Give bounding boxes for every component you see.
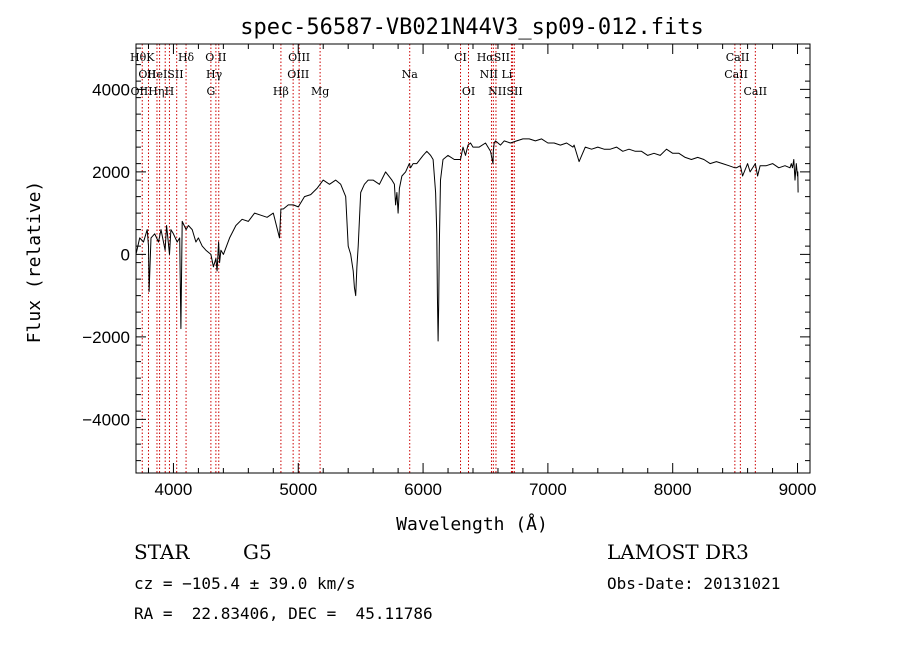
- y-tick-label: 0: [121, 245, 130, 264]
- line-label: NII Li: [480, 68, 513, 81]
- line-label: O II: [205, 51, 226, 64]
- x-tick-label: 5000: [279, 480, 317, 499]
- line-label: Hβ: [273, 85, 289, 98]
- line-label: HeISII: [147, 68, 184, 81]
- line-label: Hγ: [206, 68, 223, 81]
- x-tick-label: 4000: [155, 480, 193, 499]
- line-label: OIII: [288, 51, 310, 64]
- line-label: HαSII: [477, 51, 510, 64]
- x-tick-label: 8000: [654, 480, 692, 499]
- x-tick-label: 7000: [529, 480, 567, 499]
- redshift-velocity: cz = −105.4 ± 39.0 km/s: [134, 574, 356, 593]
- line-label: CaII: [743, 85, 767, 98]
- y-tick-label: 2000: [92, 163, 130, 182]
- y-tick-label: 4000: [92, 80, 130, 99]
- line-label: Hδ: [178, 51, 195, 64]
- object-subclass: G5: [243, 540, 272, 564]
- line-label: CaII: [724, 68, 748, 81]
- plot-area: 4000 5000 6000 7000 8000 9000 −4000 −2000 0 2000 4…: [82, 44, 816, 499]
- line-label: Mg: [311, 85, 329, 98]
- observation-date: Obs-Date: 20131021: [607, 574, 780, 593]
- line-label: H: [165, 85, 175, 98]
- y-tick-label: −2000: [82, 328, 130, 347]
- survey-label: LAMOST DR3: [607, 540, 749, 564]
- ra-dec: RA = 22.83406, DEC = 45.11786: [134, 604, 433, 623]
- y-tick-label: −4000: [82, 410, 130, 429]
- line-label: Na: [402, 68, 419, 81]
- line-label: OIII: [287, 68, 309, 81]
- line-label: G: [206, 85, 215, 98]
- line-label: CI: [454, 51, 467, 64]
- object-class: STAR: [134, 540, 189, 564]
- line-label: HθK: [130, 51, 155, 64]
- spectrum-line: [136, 139, 798, 341]
- line-label: NIISII: [488, 85, 523, 98]
- x-axis-label: Wavelength (Å): [396, 513, 548, 535]
- plot-frame: [136, 44, 810, 473]
- chart-title: spec-56587-VB021N44V3_sp09-012.fits: [240, 15, 704, 40]
- y-axis-label: Flux (relative): [24, 181, 45, 344]
- line-label: OI: [462, 85, 475, 98]
- x-tick-label: 6000: [404, 480, 442, 499]
- x-tick-label: 9000: [779, 480, 817, 499]
- line-label: CaII: [726, 51, 750, 64]
